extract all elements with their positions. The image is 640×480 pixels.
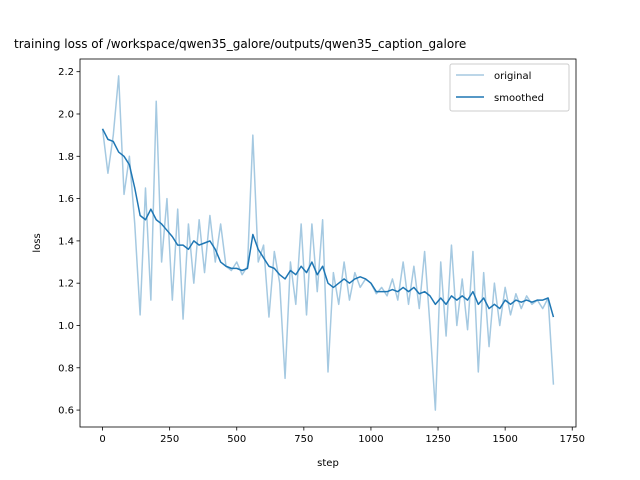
y-tick-label: 2.0 xyxy=(58,109,74,120)
y-tick-label: 1.6 xyxy=(58,194,74,205)
x-tick-label: 0 xyxy=(99,434,105,445)
y-tick-label: 1.8 xyxy=(58,152,74,163)
y-tick-label: 1.2 xyxy=(58,279,74,290)
plot-frame xyxy=(79,58,577,428)
legend: original smoothed xyxy=(449,63,570,112)
x-tick-label: 250 xyxy=(160,434,179,445)
chart-title: training loss of /workspace/qwen35_galor… xyxy=(14,37,466,51)
x-tick-label: 1000 xyxy=(358,434,383,445)
series-line xyxy=(101,128,555,318)
legend-label: smoothed xyxy=(494,93,544,104)
x-tick-label: 1250 xyxy=(425,434,450,445)
x-axis-label: step xyxy=(317,458,339,469)
x-tick-label: 1750 xyxy=(560,434,585,445)
series-line xyxy=(101,75,555,411)
y-tick-label: 2.2 xyxy=(58,67,74,78)
y-tick-label: 0.8 xyxy=(58,363,74,374)
x-tick-label: 1500 xyxy=(492,434,517,445)
y-axis-label: loss xyxy=(32,233,43,252)
y-tick-label: 1.4 xyxy=(58,236,74,247)
y-tick-label: 1.0 xyxy=(58,321,74,332)
legend-box xyxy=(449,63,570,112)
x-tick-label: 750 xyxy=(294,434,313,445)
legend-label: original xyxy=(494,71,531,82)
y-tick-label: 0.6 xyxy=(58,406,74,417)
x-tick-label: 500 xyxy=(227,434,246,445)
